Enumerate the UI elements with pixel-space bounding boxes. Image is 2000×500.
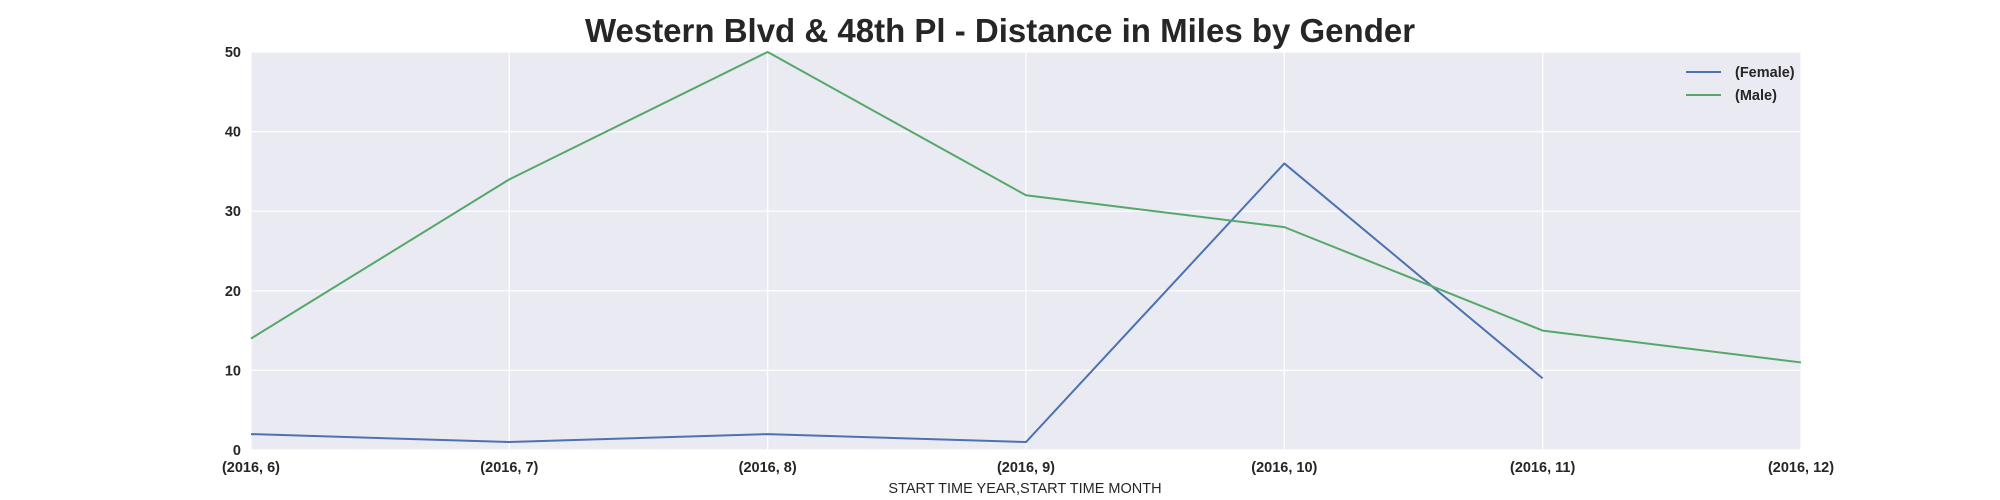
y-tick-label: 40 [225, 125, 241, 141]
y-tick-label: 10 [225, 363, 241, 379]
gridlines [250, 51, 1802, 451]
series-lines [250, 51, 1802, 444]
y-tick-label: 0 [233, 443, 241, 459]
series-line-female [250, 162, 1544, 444]
x-tick-label: (2016, 7) [480, 460, 538, 476]
x-tick-label: (2016, 6) [222, 460, 280, 476]
y-tick-label: 20 [225, 284, 241, 300]
x-tick-labels: (2016, 6) (2016, 7) (2016, 8) (2016, 9) (201… [222, 460, 1834, 476]
chart-title: Western Blvd & 48th Pl - Distance in Mil… [585, 12, 1415, 49]
y-tick-labels: 0 10 20 30 40 50 [225, 45, 241, 459]
legend-label-female: (Female) [1735, 65, 1795, 81]
legend-label-male: (Male) [1735, 88, 1777, 104]
x-axis-label: START TIME YEAR,START TIME MONTH [888, 481, 1161, 497]
legend: (Female) (Male) [1686, 65, 1795, 104]
series-line-male [250, 51, 1802, 364]
x-tick-label: (2016, 8) [739, 460, 797, 476]
y-tick-label: 50 [225, 45, 241, 61]
x-tick-label: (2016, 12) [1768, 460, 1834, 476]
x-tick-label: (2016, 11) [1510, 460, 1575, 476]
x-tick-label: (2016, 10) [1251, 460, 1317, 476]
y-tick-label: 30 [225, 204, 241, 220]
x-tick-label: (2016, 9) [997, 460, 1055, 476]
